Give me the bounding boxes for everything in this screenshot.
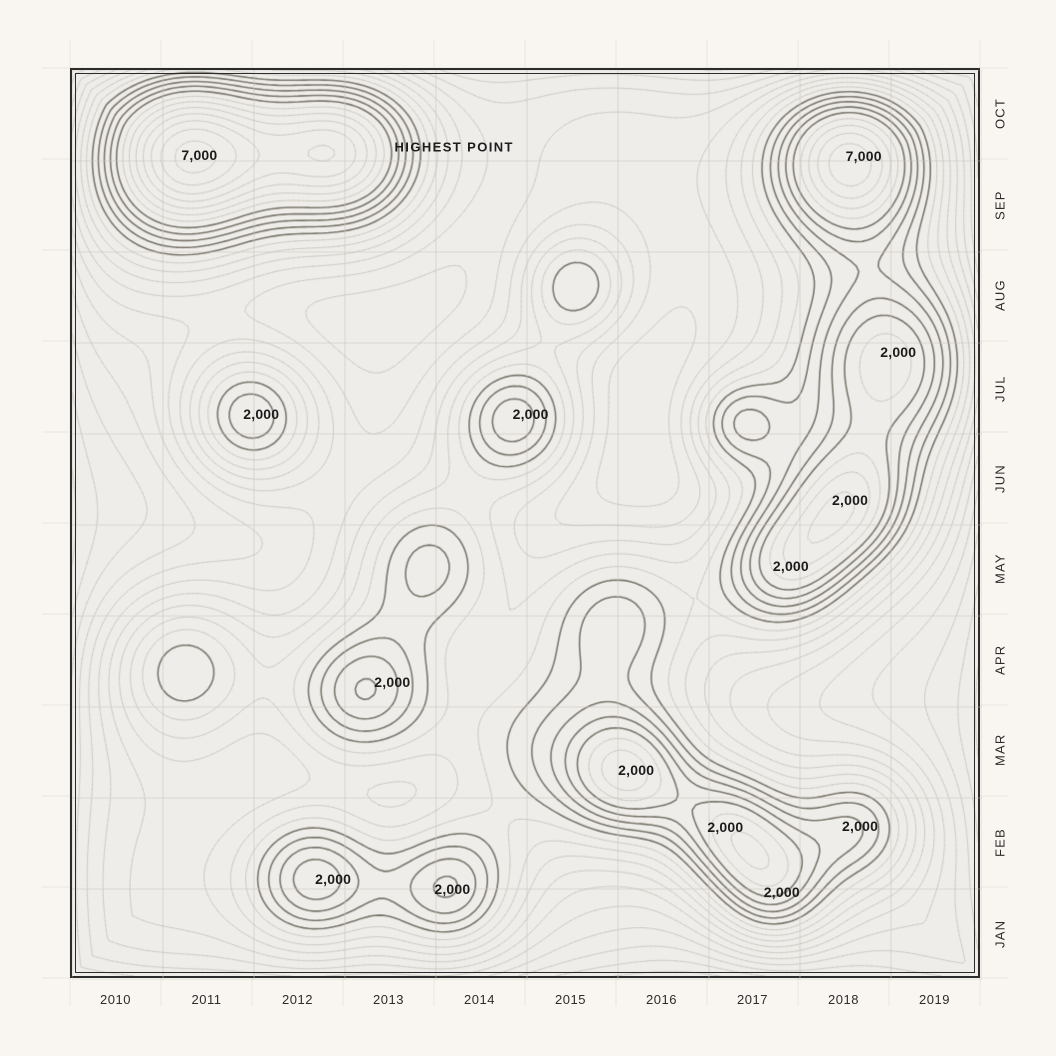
x-tick: 2012 <box>282 992 313 1007</box>
y-axis: JAN FEB MAR APR MAY JUN JUL AUG SEP OCT <box>988 68 1012 978</box>
x-tick: 2017 <box>737 992 768 1007</box>
contour-canvas <box>72 70 978 976</box>
x-axis: 2010 2011 2012 2013 2014 2015 2016 2017 2018 2019 <box>70 988 980 1012</box>
x-tick: 2015 <box>555 992 586 1007</box>
x-tick: 2010 <box>100 992 131 1007</box>
x-tick: 2018 <box>828 992 859 1007</box>
x-tick: 2016 <box>646 992 677 1007</box>
y-tick: JUN <box>993 464 1008 493</box>
x-tick: 2013 <box>373 992 404 1007</box>
x-tick: 2019 <box>919 992 950 1007</box>
y-tick: APR <box>993 644 1008 674</box>
y-tick: SEP <box>993 190 1008 220</box>
y-tick: OCT <box>993 97 1008 128</box>
y-tick: MAR <box>993 733 1008 766</box>
contour-plot: 7,000HIGHEST POINT7,0002,0002,0002,0002,… <box>70 68 980 978</box>
x-tick: 2014 <box>464 992 495 1007</box>
y-tick: MAY <box>993 553 1008 584</box>
x-tick: 2011 <box>192 992 222 1007</box>
y-tick: AUG <box>993 279 1008 311</box>
y-tick: JUL <box>993 375 1008 402</box>
y-tick: FEB <box>993 828 1008 857</box>
y-tick: JAN <box>993 919 1008 947</box>
